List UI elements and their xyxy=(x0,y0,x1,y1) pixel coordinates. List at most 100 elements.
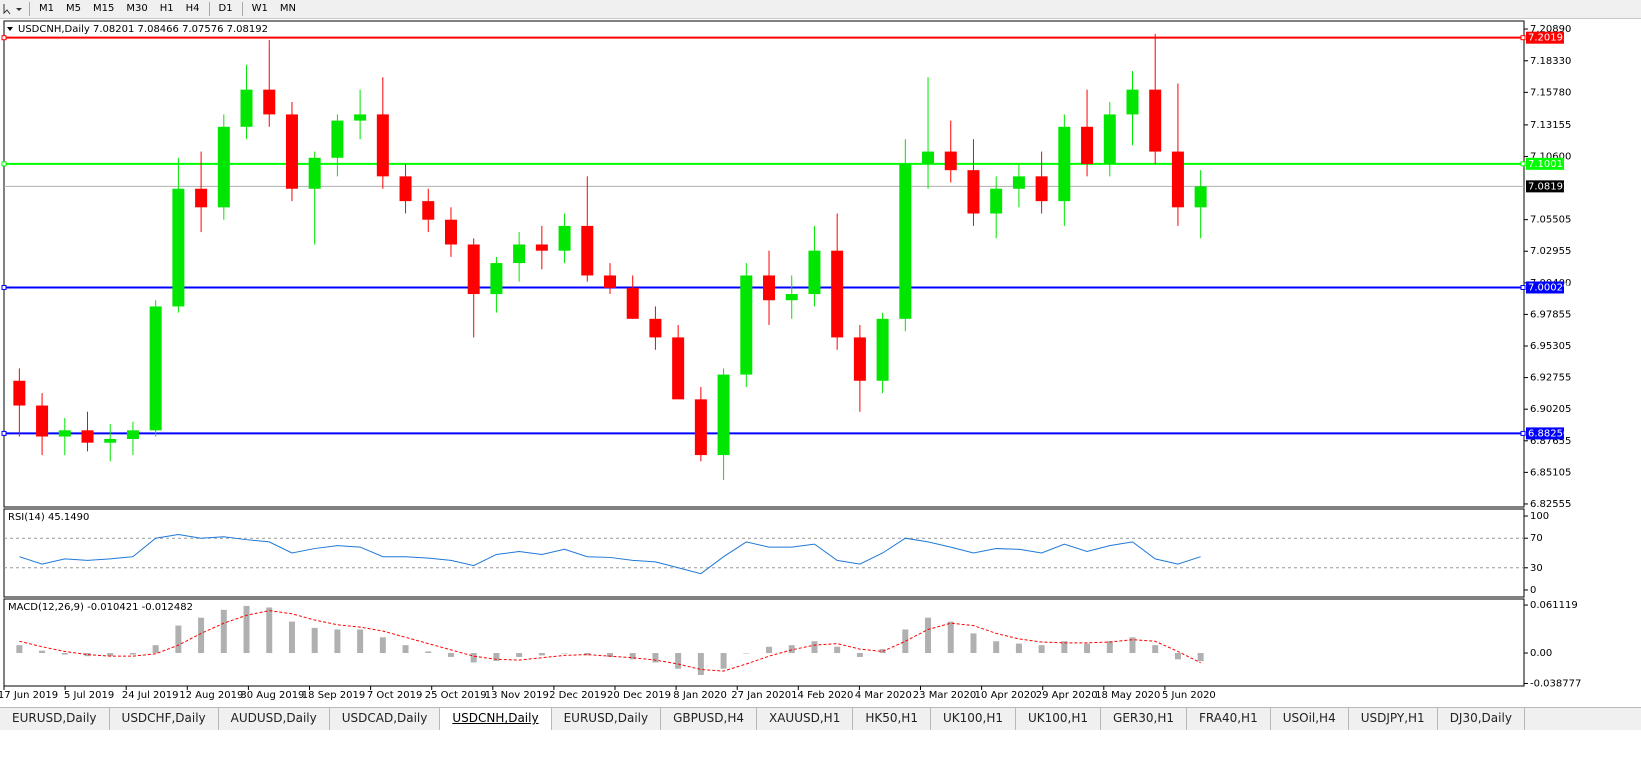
candle-body xyxy=(58,430,71,437)
timeframe-button[interactable]: H1 xyxy=(159,3,174,14)
timeframe-button[interactable]: W1 xyxy=(251,3,268,14)
x-tick-label: 10 Apr 2020 xyxy=(975,690,1037,701)
chart-tab[interactable]: GER30,H1 xyxy=(1101,708,1187,730)
macd-bar xyxy=(811,641,818,654)
chart-tab[interactable]: EURUSD,Daily xyxy=(0,708,110,730)
macd-bar xyxy=(266,607,273,654)
y-tick-label: 7.20890 xyxy=(1530,24,1571,35)
pane-title: USDCNH,Daily 7.08201 7.08466 7.07576 7.0… xyxy=(18,24,268,35)
macd-bar xyxy=(1106,641,1113,654)
pane-title: MACD(12,26,9) -0.010421 -0.012482 xyxy=(8,602,193,613)
candle-body xyxy=(1012,176,1025,189)
chart-tab[interactable]: USDJPY,H1 xyxy=(1349,708,1438,730)
macd-bar xyxy=(1129,637,1136,654)
cursor-icon[interactable] xyxy=(0,1,26,17)
macd-bar xyxy=(629,653,636,660)
macd-bar xyxy=(743,653,750,654)
candle-body xyxy=(944,151,957,171)
chart-tab[interactable]: USOil,H4 xyxy=(1271,708,1349,730)
y-tick-label: 6.95305 xyxy=(1530,341,1571,352)
timeframe-button[interactable]: M5 xyxy=(66,3,81,14)
timeframe-button[interactable]: MN xyxy=(279,3,296,14)
macd-bar xyxy=(1038,645,1045,654)
candle-body xyxy=(626,287,639,319)
candle-body xyxy=(490,263,503,295)
candle-body xyxy=(399,176,412,202)
level-handle xyxy=(1,284,7,290)
macd-bar xyxy=(1084,643,1091,654)
chart-tab[interactable]: USDCAD,Daily xyxy=(330,708,441,730)
level-price-box xyxy=(1526,281,1564,294)
chart-tab[interactable]: GBPUSD,H4 xyxy=(661,708,757,730)
candle-body xyxy=(763,275,776,301)
candle-body xyxy=(467,244,480,295)
candle-body xyxy=(172,188,185,307)
candle-body xyxy=(285,114,298,189)
chart-tab[interactable]: DJ30,Daily xyxy=(1438,708,1525,730)
candle-body xyxy=(853,337,866,381)
candle-body xyxy=(217,126,230,208)
macd-bar xyxy=(152,645,159,654)
chart-tab[interactable]: UK100,H1 xyxy=(1016,708,1102,730)
candle-body xyxy=(717,374,730,456)
candle-body xyxy=(808,250,821,295)
macd-bar xyxy=(39,650,46,654)
level-handle xyxy=(1,430,7,436)
chart-tab[interactable]: AUDUSD,Daily xyxy=(219,708,330,730)
macd-bar xyxy=(834,646,841,654)
candle-body xyxy=(1194,186,1207,208)
level-price-box xyxy=(1526,31,1564,44)
timeframe-button[interactable]: M1 xyxy=(39,3,54,14)
macd-bar xyxy=(402,645,409,654)
candle-body xyxy=(967,170,980,214)
macd-bar xyxy=(1197,653,1204,662)
macd-bar xyxy=(84,653,91,657)
candle-body xyxy=(195,188,208,208)
macd-bar xyxy=(107,653,114,657)
level-handle xyxy=(1520,430,1526,436)
candle-body xyxy=(81,430,94,443)
candle-body xyxy=(13,380,26,406)
macd-bar xyxy=(61,653,68,655)
level-handle xyxy=(1520,35,1526,41)
chart-tab[interactable]: USDCNH,Daily xyxy=(440,708,552,730)
chart-tab[interactable]: EURUSD,Daily xyxy=(552,708,662,730)
y-tick-label: 6.85105 xyxy=(1530,467,1571,478)
y-tick-label: 0.00 xyxy=(1530,648,1552,659)
chart-tab[interactable]: HK50,H1 xyxy=(853,708,931,730)
candle-body xyxy=(535,244,548,251)
candle-body xyxy=(604,275,616,288)
chart-tab[interactable]: USDCHF,Daily xyxy=(110,708,219,730)
candle-body xyxy=(1035,176,1048,202)
macd-bar xyxy=(856,653,863,657)
candle-body xyxy=(422,201,435,220)
macd-bar xyxy=(902,629,909,654)
level-handle xyxy=(1,161,7,167)
macd-bar xyxy=(1061,641,1068,654)
y-tick-label: 7.05505 xyxy=(1530,215,1571,226)
timeframe-button[interactable]: M30 xyxy=(126,3,148,14)
candle-body xyxy=(513,244,526,264)
macd-bar xyxy=(493,653,500,661)
timeframe-button[interactable]: M15 xyxy=(93,3,115,14)
macd-bar xyxy=(947,621,954,654)
chart-tab[interactable]: FRA40,H1 xyxy=(1187,708,1271,730)
timeframe-button[interactable]: D1 xyxy=(218,3,233,14)
candle-body xyxy=(149,306,162,431)
macd-bar xyxy=(175,625,182,654)
x-tick-label: 29 Apr 2020 xyxy=(1036,690,1098,701)
level-price-box xyxy=(1526,157,1564,170)
separator xyxy=(208,2,210,16)
x-tick-label: 17 Jun 2019 xyxy=(0,690,58,701)
chart-tab[interactable]: XAUUSD,H1 xyxy=(757,708,854,730)
x-tick-label: 25 Oct 2019 xyxy=(425,690,487,701)
macd-bar xyxy=(675,653,682,669)
candle-body xyxy=(558,225,571,251)
candle-body xyxy=(1126,89,1139,115)
timeframe-button[interactable]: H4 xyxy=(185,3,200,14)
x-tick-label: 5 Jul 2019 xyxy=(64,690,114,701)
pane-frame xyxy=(3,20,1525,508)
macd-bar xyxy=(129,653,136,655)
level-handle xyxy=(1520,161,1526,167)
chart-tab[interactable]: UK100,H1 xyxy=(931,708,1016,730)
